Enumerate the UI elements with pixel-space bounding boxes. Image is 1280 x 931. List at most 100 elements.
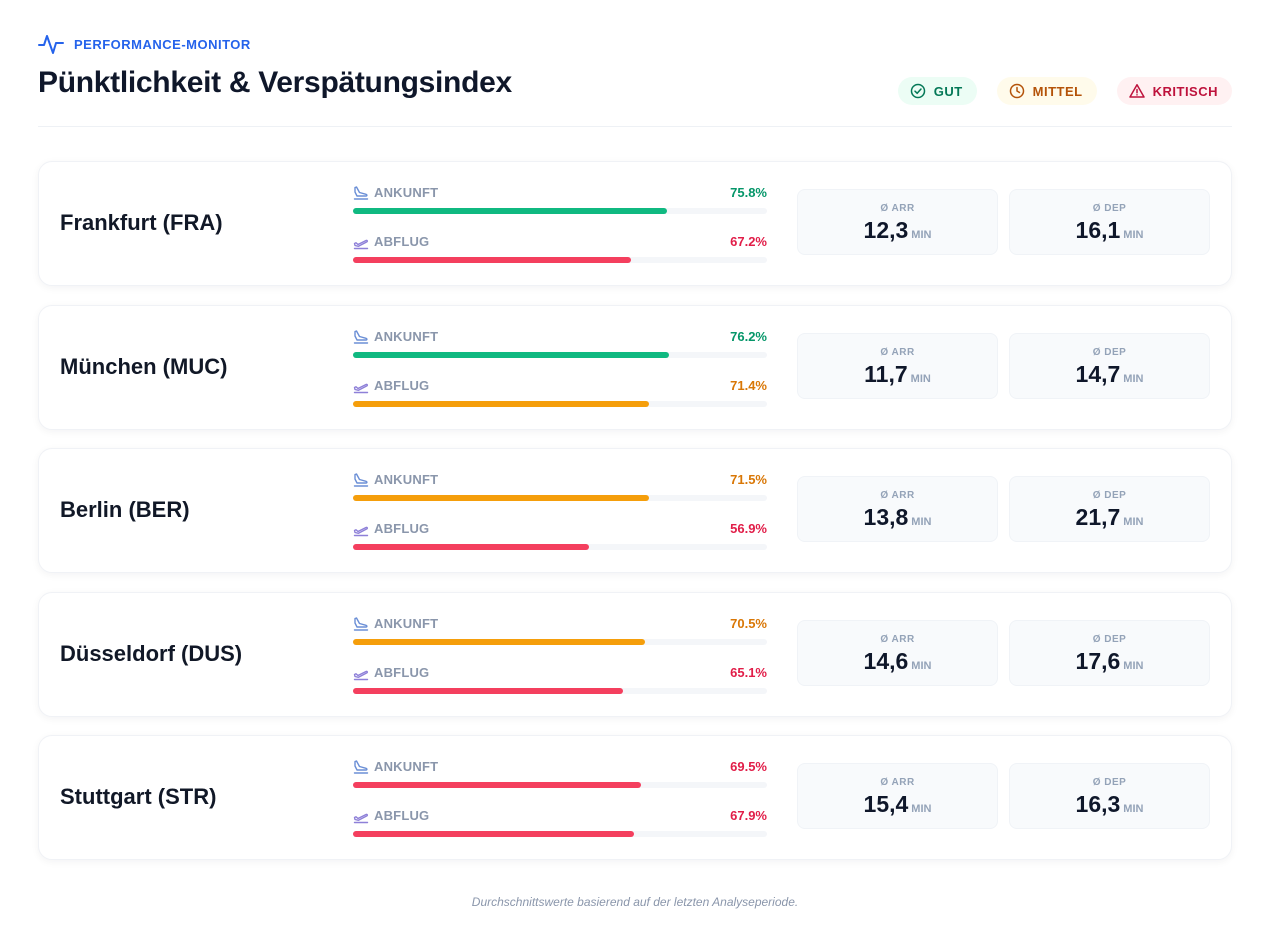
departure-bar [353,257,632,263]
avg-dep-unit: MIN [1123,229,1144,241]
pulse-icon [38,35,64,54]
avg-dep-number: 16,1 [1075,217,1121,243]
departure-metric: ABFLUG 71.4% [353,377,767,417]
departure-label: ABFLUG [374,664,430,680]
arrival-metric: ANKUNFT 75.8% [353,184,767,224]
avg-dep-number: 17,6 [1075,647,1121,674]
avg-dep-value: 16,1 MIN [1010,217,1209,244]
arrival-bar [353,782,641,788]
departure-percent: 56.9% [730,521,767,536]
avg-arr-label: Ø ARR [880,346,915,358]
avg-dep-box: Ø DEP 21,7 MIN [1009,476,1210,542]
warning-triangle-icon [1128,84,1145,98]
avg-dep-value: 17,6 MIN [1010,648,1209,675]
avg-arr-unit: MIN [911,229,932,241]
legend-good-label: GUT [933,83,963,99]
avg-dep-label: Ø DEP [1092,777,1127,788]
departure-icon [353,808,369,824]
arrival-percent: 71.5% [730,472,767,487]
legend-good: GUT [897,77,977,105]
arrival-percent: 70.5% [730,615,767,631]
departure-bar-track [353,257,767,263]
avg-dep-number: 16,3 [1075,791,1121,817]
avg-dep-box: Ø DEP 14,7 MIN [1009,332,1210,399]
departure-bar [353,687,623,694]
arrival-metric: ANKUNFT 69.5% [353,758,767,798]
avg-dep-label: Ø DEP [1092,633,1127,645]
airport-name: Düsseldorf (DUS) [60,640,243,666]
avg-arr-label: Ø ARR [880,633,915,645]
departure-percent: 67.9% [730,808,767,823]
arrival-bar-track [353,351,767,358]
avg-dep-box: Ø DEP 16,3 MIN [1009,763,1210,829]
legend-crit-label: KRITISCH [1152,83,1218,99]
airport-card: Frankfurt (FRA) ANKUNFT 75.8% ABFLUG 67.2% Ø … [38,161,1232,286]
departure-bar-track [353,544,767,550]
avg-arr-label: Ø ARR [880,203,915,214]
departure-bar-track [353,400,767,407]
avg-arr-unit: MIN [911,516,932,528]
header-divider [38,126,1232,127]
departure-metric: ABFLUG 67.9% [353,807,767,847]
avg-arr-value: 11,7 MIN [798,361,997,388]
departure-bar [353,831,635,837]
departure-label: ABFLUG [374,377,430,393]
arrival-label: ANKUNFT [374,472,439,487]
avg-arr-label: Ø ARR [880,490,915,501]
dashboard: PERFORMANCE-MONITOR Pünktlichkeit & Vers… [38,0,1232,931]
arrival-bar [353,638,645,645]
avg-dep-box: Ø DEP 16,1 MIN [1009,189,1210,255]
arrival-percent: 76.2% [730,328,767,344]
departure-percent: 65.1% [730,664,767,680]
avg-dep-unit: MIN [1123,659,1144,672]
avg-arr-unit: MIN [911,659,932,672]
departure-label: ABFLUG [374,808,430,823]
avg-arr-unit: MIN [911,803,932,815]
legend-mid: MITTEL [996,77,1097,105]
arrival-metric: ANKUNFT 76.2% [353,328,767,368]
departure-bar [353,544,589,550]
arrival-label: ANKUNFT [374,615,439,631]
avg-dep-unit: MIN [1123,516,1144,528]
departure-label: ABFLUG [374,234,430,249]
avg-dep-label: Ø DEP [1092,490,1127,501]
avg-arr-box: Ø ARR 12,3 MIN [797,189,998,255]
airport-card: Berlin (BER) ANKUNFT 71.5% ABFLUG 56.9% Ø ARR… [38,448,1232,573]
arrival-percent: 69.5% [730,759,767,774]
airport-card: Stuttgart (STR) ANKUNFT 69.5% ABFLUG 67.9% Ø … [38,735,1232,860]
avg-arr-number: 11,7 [864,360,908,387]
departure-icon [353,665,369,681]
arrival-icon [353,185,369,201]
departure-percent: 71.4% [730,377,767,393]
avg-arr-value: 15,4 MIN [798,791,997,818]
avg-dep-number: 14,7 [1075,360,1121,387]
arrival-icon [353,329,369,345]
departure-bar [353,400,649,407]
arrival-label: ANKUNFT [374,759,439,774]
clock-icon [1009,83,1024,99]
departure-percent: 67.2% [730,234,767,249]
avg-dep-label: Ø DEP [1092,203,1127,214]
avg-dep-number: 21,7 [1075,504,1121,530]
airport-card: München (MUC) ANKUNFT 76.2% ABFLUG 71.4% Ø AR… [38,304,1232,430]
arrival-icon [353,472,369,488]
arrival-bar [353,495,649,501]
avg-arr-value: 12,3 MIN [798,217,997,244]
avg-dep-value: 14,7 MIN [1010,361,1209,388]
departure-icon [353,378,369,394]
departure-bar-track [353,687,767,694]
avg-dep-value: 16,3 MIN [1010,791,1209,818]
avg-arr-unit: MIN [910,372,931,385]
departure-metric: ABFLUG 65.1% [353,664,767,704]
avg-arr-box: Ø ARR 15,4 MIN [797,763,998,829]
departure-metric: ABFLUG 67.2% [353,233,767,273]
arrival-percent: 75.8% [730,185,767,200]
departure-icon [353,234,369,250]
avg-arr-number: 14,6 [863,647,909,674]
arrival-bar [353,208,667,214]
avg-arr-value: 14,6 MIN [798,648,997,675]
avg-dep-value: 21,7 MIN [1010,504,1209,531]
arrival-label: ANKUNFT [374,185,439,200]
airport-name: Frankfurt (FRA) [60,210,223,235]
arrival-metric: ANKUNFT 71.5% [353,471,767,511]
